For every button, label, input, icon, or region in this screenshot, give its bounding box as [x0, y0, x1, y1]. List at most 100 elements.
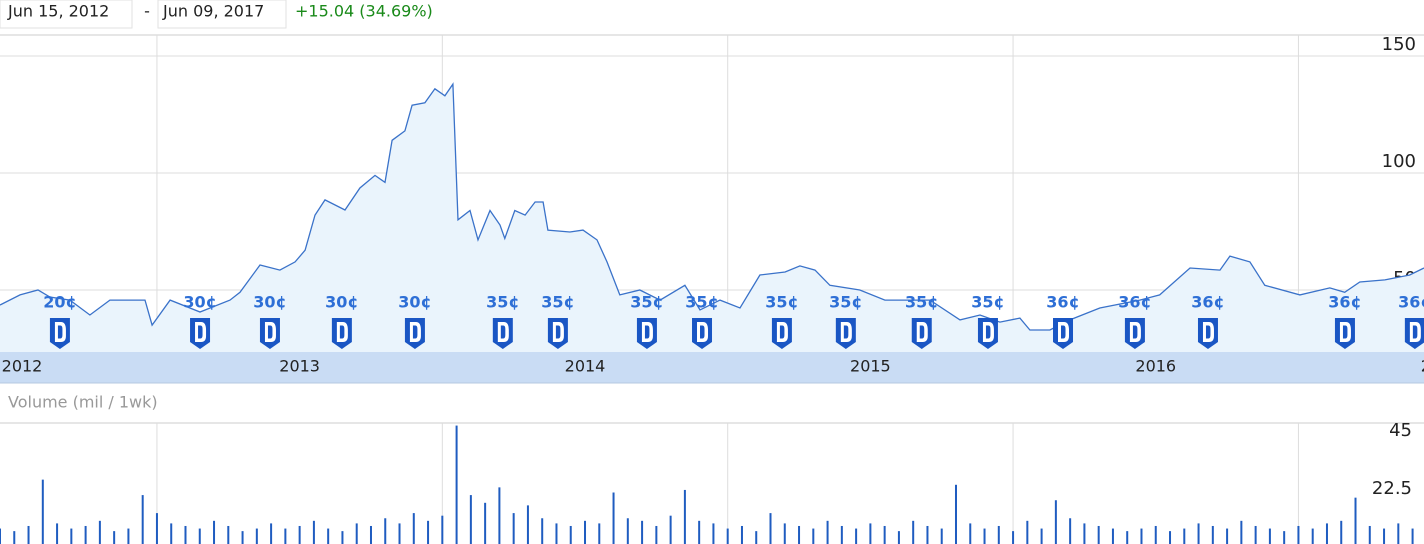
volume-bar	[1297, 525, 1300, 544]
dividend-marker	[636, 318, 657, 349]
volume-bar	[1069, 518, 1072, 544]
dividend-marker	[835, 318, 856, 349]
volume-bar	[798, 525, 801, 544]
marker-letter	[982, 322, 994, 342]
volume-bar	[1097, 525, 1100, 544]
volume-bar	[1169, 531, 1172, 544]
marker-letter	[336, 322, 348, 342]
volume-bar	[284, 528, 287, 544]
volume-bar	[997, 525, 1000, 544]
volume-bar	[541, 518, 544, 544]
volume-bar	[1183, 528, 1186, 544]
volume-bar	[327, 528, 330, 544]
volume-bar	[698, 520, 701, 544]
volume-bar	[241, 531, 244, 544]
marker-letter	[1339, 322, 1351, 342]
volume-bar	[1254, 525, 1257, 544]
volume-bar	[1126, 531, 1129, 544]
volume-bar	[969, 523, 972, 544]
volume-bar	[584, 520, 587, 544]
volume-bar	[726, 528, 729, 544]
y-tick-label: 45	[1389, 420, 1412, 441]
volume-bar	[869, 523, 872, 544]
date-separator: -	[144, 2, 150, 21]
volume-bar	[1268, 528, 1271, 544]
volume-bar	[983, 528, 986, 544]
volume-bar	[926, 525, 929, 544]
marker-letter	[54, 322, 66, 342]
volume-bar	[1197, 523, 1200, 544]
dividend-label: 36¢	[1398, 293, 1424, 312]
marker-letter	[264, 322, 276, 342]
marker-letter	[641, 322, 653, 342]
dividend-label: 35¢	[971, 293, 1004, 312]
dividend-marker	[1197, 318, 1218, 349]
volume-bar	[498, 487, 501, 544]
dividend-label: 35¢	[829, 293, 862, 312]
volume-bar	[1026, 520, 1029, 544]
marker-letter	[409, 322, 421, 342]
volume-bar	[98, 520, 101, 544]
volume-bar	[812, 528, 815, 544]
dividend-label: 36¢	[1046, 293, 1079, 312]
volume-bar	[641, 520, 644, 544]
volume-bar	[270, 523, 273, 544]
dividend-label: 35¢	[486, 293, 519, 312]
volume-bar	[755, 531, 758, 544]
volume-bar	[255, 528, 258, 544]
volume-bar	[1111, 528, 1114, 544]
dividend-label: 36¢	[1118, 293, 1151, 312]
volume-bar	[1340, 520, 1343, 544]
volume-bar	[1054, 500, 1057, 544]
volume-bar	[655, 525, 658, 544]
volume-bar	[213, 520, 216, 544]
dividend-marker	[1053, 318, 1074, 349]
volume-title: Volume (mil / 1wk)	[8, 393, 158, 412]
volume-bar	[740, 525, 743, 544]
start-date: Jun 15, 2012	[7, 2, 109, 21]
marker-letter	[1058, 322, 1070, 342]
volume-bar	[484, 502, 487, 544]
x-tick-label: 2015	[850, 357, 891, 376]
volume-bar	[455, 425, 458, 544]
volume-bar	[170, 523, 173, 544]
volume-bar	[669, 515, 672, 544]
x-tick-label: 2012	[2, 357, 43, 376]
dividend-label: 35¢	[541, 293, 574, 312]
volume-bar	[127, 528, 130, 544]
volume-bar	[569, 525, 572, 544]
marker-letter	[1409, 322, 1421, 342]
x-tick-label: 2014	[565, 357, 606, 376]
volume-bar	[1140, 528, 1143, 544]
x-tick-label: 2017	[1421, 357, 1424, 376]
volume-bar	[13, 531, 16, 544]
volume-bar	[1325, 523, 1328, 544]
year-band	[0, 352, 1424, 383]
dividend-marker	[492, 318, 513, 349]
volume-bar	[1211, 525, 1214, 544]
date-box	[157, 0, 287, 29]
marker-letter	[840, 322, 852, 342]
volume-bar	[341, 531, 344, 544]
volume-bar	[840, 525, 843, 544]
volume-bar	[883, 525, 886, 544]
dividend-marker	[771, 318, 792, 349]
volume-bar	[512, 513, 515, 544]
volume-bar	[1354, 497, 1357, 544]
dividend-label: 35¢	[765, 293, 798, 312]
volume-bar	[897, 531, 900, 544]
volume-bar	[826, 520, 829, 544]
volume-bar	[1083, 523, 1086, 544]
y-tick-label: 150	[1382, 34, 1416, 55]
price-line	[0, 82, 1424, 331]
dividend-marker	[49, 318, 70, 349]
volume-bar	[769, 513, 772, 544]
volume-bar	[1283, 531, 1286, 544]
marker-letter	[1202, 322, 1214, 342]
marker-letter	[776, 322, 788, 342]
end-date: Jun 09, 2017	[162, 2, 264, 21]
dividend-marker	[692, 318, 713, 349]
dividend-label: 36¢	[1328, 293, 1361, 312]
